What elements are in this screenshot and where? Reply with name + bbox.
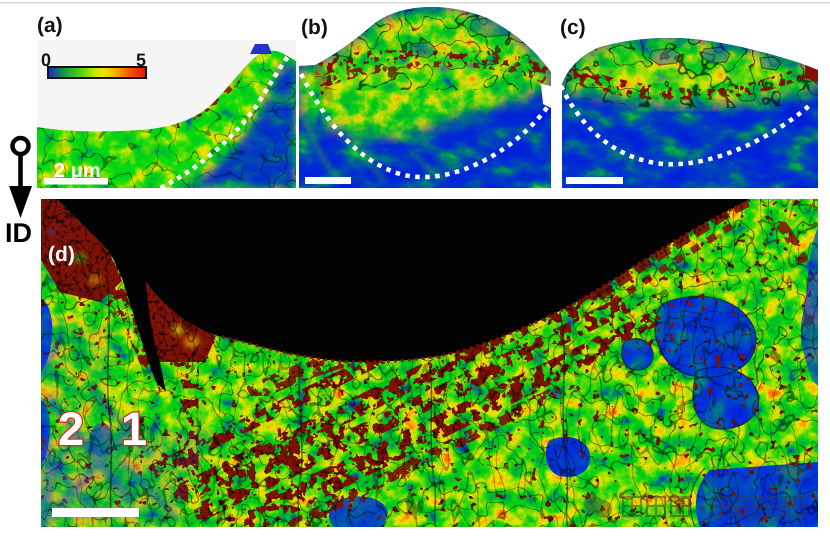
svg-text:1: 1 [121,402,147,455]
svg-text:(c): (c) [560,16,586,39]
svg-text:2: 2 [58,402,84,455]
svg-text:ID: ID [5,218,32,248]
svg-text:5: 5 [136,50,146,70]
svg-text:2 μm: 2 μm [54,160,101,182]
svg-text:0: 0 [41,50,51,70]
svg-text:(a): (a) [37,14,63,37]
svg-text:(b): (b) [301,16,328,39]
svg-text:(d): (d) [48,243,75,266]
